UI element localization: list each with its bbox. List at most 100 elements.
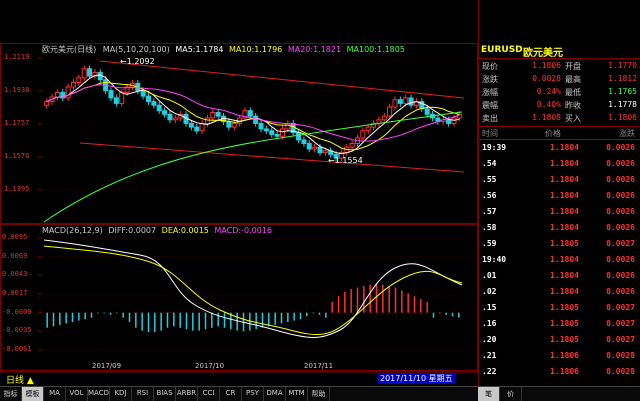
quote-value: 1.1778 [608, 100, 637, 109]
candle-body [226, 121, 232, 128]
tick-price: 1.1804 [550, 159, 579, 168]
quote-value: 1.1812 [608, 74, 637, 83]
candle-body [381, 115, 387, 121]
candle-body [199, 122, 205, 132]
tick-row[interactable]: .22 1.1806 0.0028 [479, 367, 640, 380]
quote-value: 1.1808 [532, 113, 561, 122]
tick-change: 0.0027 [606, 319, 635, 328]
toolbar-tab-2[interactable]: MA [44, 387, 66, 401]
low-annotation: ←1.1554 [328, 156, 363, 165]
candle-body [113, 97, 119, 104]
quote-value: 1.1770 [608, 61, 637, 70]
tick-price: 1.1806 [550, 351, 579, 360]
tick-price: 1.1804 [550, 287, 579, 296]
kline-chart-area[interactable]: 欧元美元(日线) MA(5,10,20,100) MA5:1.1784 MA10… [0, 0, 478, 400]
tick-change: 0.0026 [606, 207, 635, 216]
tick-time: .58 [482, 223, 497, 232]
macd-pane-frame [0, 224, 478, 371]
quote-label: 最高 [565, 75, 581, 84]
candle-body [76, 77, 82, 83]
candle-body [151, 101, 157, 106]
quote-label: 最低 [565, 88, 581, 97]
ma20-line [46, 84, 460, 142]
candle-body [119, 91, 125, 104]
tick-row[interactable]: .59 1.1805 0.0027 [479, 239, 640, 252]
macd-value: MACD:-0.0016 [214, 226, 272, 235]
tick-row[interactable]: .01 1.1804 0.0026 [479, 271, 640, 284]
toolbar-tab-10[interactable]: CR [220, 387, 242, 401]
toolbar-tab-14[interactable]: 帮助 [308, 387, 330, 401]
candle-body [371, 122, 377, 128]
candle-body [156, 104, 162, 112]
candle-body [140, 90, 146, 97]
tick-row[interactable]: .54 1.1804 0.0026 [479, 159, 640, 172]
main-legend: 欧元美元(日线) MA(5,10,20,100) MA5:1.1784 MA10… [42, 44, 405, 55]
toolbar-tab-0[interactable]: 指标 [0, 387, 22, 401]
tick-row[interactable]: 19:39 1.1804 0.0026 [479, 143, 640, 156]
tick-row[interactable]: .58 1.1804 0.0026 [479, 223, 640, 236]
candle-body [231, 122, 237, 128]
channel-upper-line [99, 60, 465, 99]
tick-price: 1.1804 [550, 207, 579, 216]
tick-time: .57 [482, 207, 497, 216]
toolbar-tab-4[interactable]: MACD [88, 387, 110, 401]
price-tick-label: 1.1938 [4, 86, 30, 94]
candle-body [60, 91, 66, 99]
channel-lower-line [79, 142, 465, 173]
candle-body [269, 130, 275, 135]
candle-body [87, 68, 93, 77]
tick-change: 0.0027 [606, 239, 635, 248]
macd-tick-label: -0.0035 [2, 326, 32, 335]
tick-row[interactable]: .16 1.1805 0.0027 [479, 319, 640, 332]
tick-row[interactable]: 19:40 1.1804 0.0026 [479, 255, 640, 268]
candle-body [296, 132, 302, 141]
tick-change: 0.0026 [606, 143, 635, 152]
tick-change: 0.0026 [606, 223, 635, 232]
ma10-line [46, 81, 460, 151]
tick-time: 19:40 [482, 255, 507, 264]
toolbar-tab-12[interactable]: DMA [264, 387, 286, 401]
tick-row[interactable]: .57 1.1804 0.0026 [479, 207, 640, 220]
tick-row[interactable]: .55 1.1804 0.0026 [479, 175, 640, 188]
candle-body [146, 95, 151, 103]
macd-tick-label: 0.0095 [2, 233, 28, 241]
panel-tab-1[interactable]: 价 [500, 387, 522, 401]
toolbar-tab-3[interactable]: VOL [66, 387, 88, 401]
toolbar-tab-8[interactable]: ARBR [176, 387, 198, 401]
candle-body [312, 146, 318, 150]
period-selector[interactable]: 日线 ▲ [6, 376, 34, 386]
tick-price: 1.1804 [550, 255, 579, 264]
toolbar-tab-7[interactable]: BIAS [154, 387, 176, 401]
quote-label: 卖出 [482, 114, 498, 123]
ma100-line [43, 111, 463, 223]
tick-row[interactable]: .21 1.1806 0.0028 [479, 351, 640, 364]
candle-body [338, 152, 344, 159]
toolbar-tab-9[interactable]: CCI [198, 387, 220, 401]
tick-row[interactable]: .02 1.1804 0.0026 [479, 287, 640, 300]
kline-chart[interactable] [0, 0, 478, 386]
candle-body [317, 146, 323, 154]
toolbar-tab-6[interactable]: RSI [132, 387, 154, 401]
candle-body [210, 112, 216, 119]
panel-tab-0[interactable]: 笔 [478, 387, 500, 401]
tick-row[interactable]: .20 1.1805 0.0027 [479, 335, 640, 348]
candle-body [403, 97, 409, 104]
tick-price: 1.1804 [550, 191, 579, 200]
tick-price: 1.1805 [550, 319, 579, 328]
toolbar-tab-1[interactable]: 模板 [22, 387, 44, 401]
panel-title: EURUSD 欧元美元 [479, 44, 640, 59]
candle-body [253, 115, 259, 124]
tick-row[interactable]: .56 1.1804 0.0026 [479, 191, 640, 204]
quote-row: 卖出 1.1808 买入 1.1806 [479, 113, 640, 125]
ma20-value: MA20:1.1821 [287, 45, 342, 54]
toolbar-tab-11[interactable]: PSY [242, 387, 264, 401]
quote-row: 现价 1.1806 开盘 1.1770 [479, 61, 640, 73]
toolbar-tab-5[interactable]: KDJ [110, 387, 132, 401]
tick-row[interactable]: .15 1.1805 0.0027 [479, 303, 640, 316]
quote-value: 1.1806 [532, 61, 561, 70]
macd-tick-label: 0.0017 [2, 289, 28, 297]
toolbar-tab-13[interactable]: MTM [286, 387, 308, 401]
pair-label: 欧元美元(日线) [42, 45, 97, 54]
tick-time: .21 [482, 351, 497, 360]
tick-time: .54 [482, 159, 497, 168]
